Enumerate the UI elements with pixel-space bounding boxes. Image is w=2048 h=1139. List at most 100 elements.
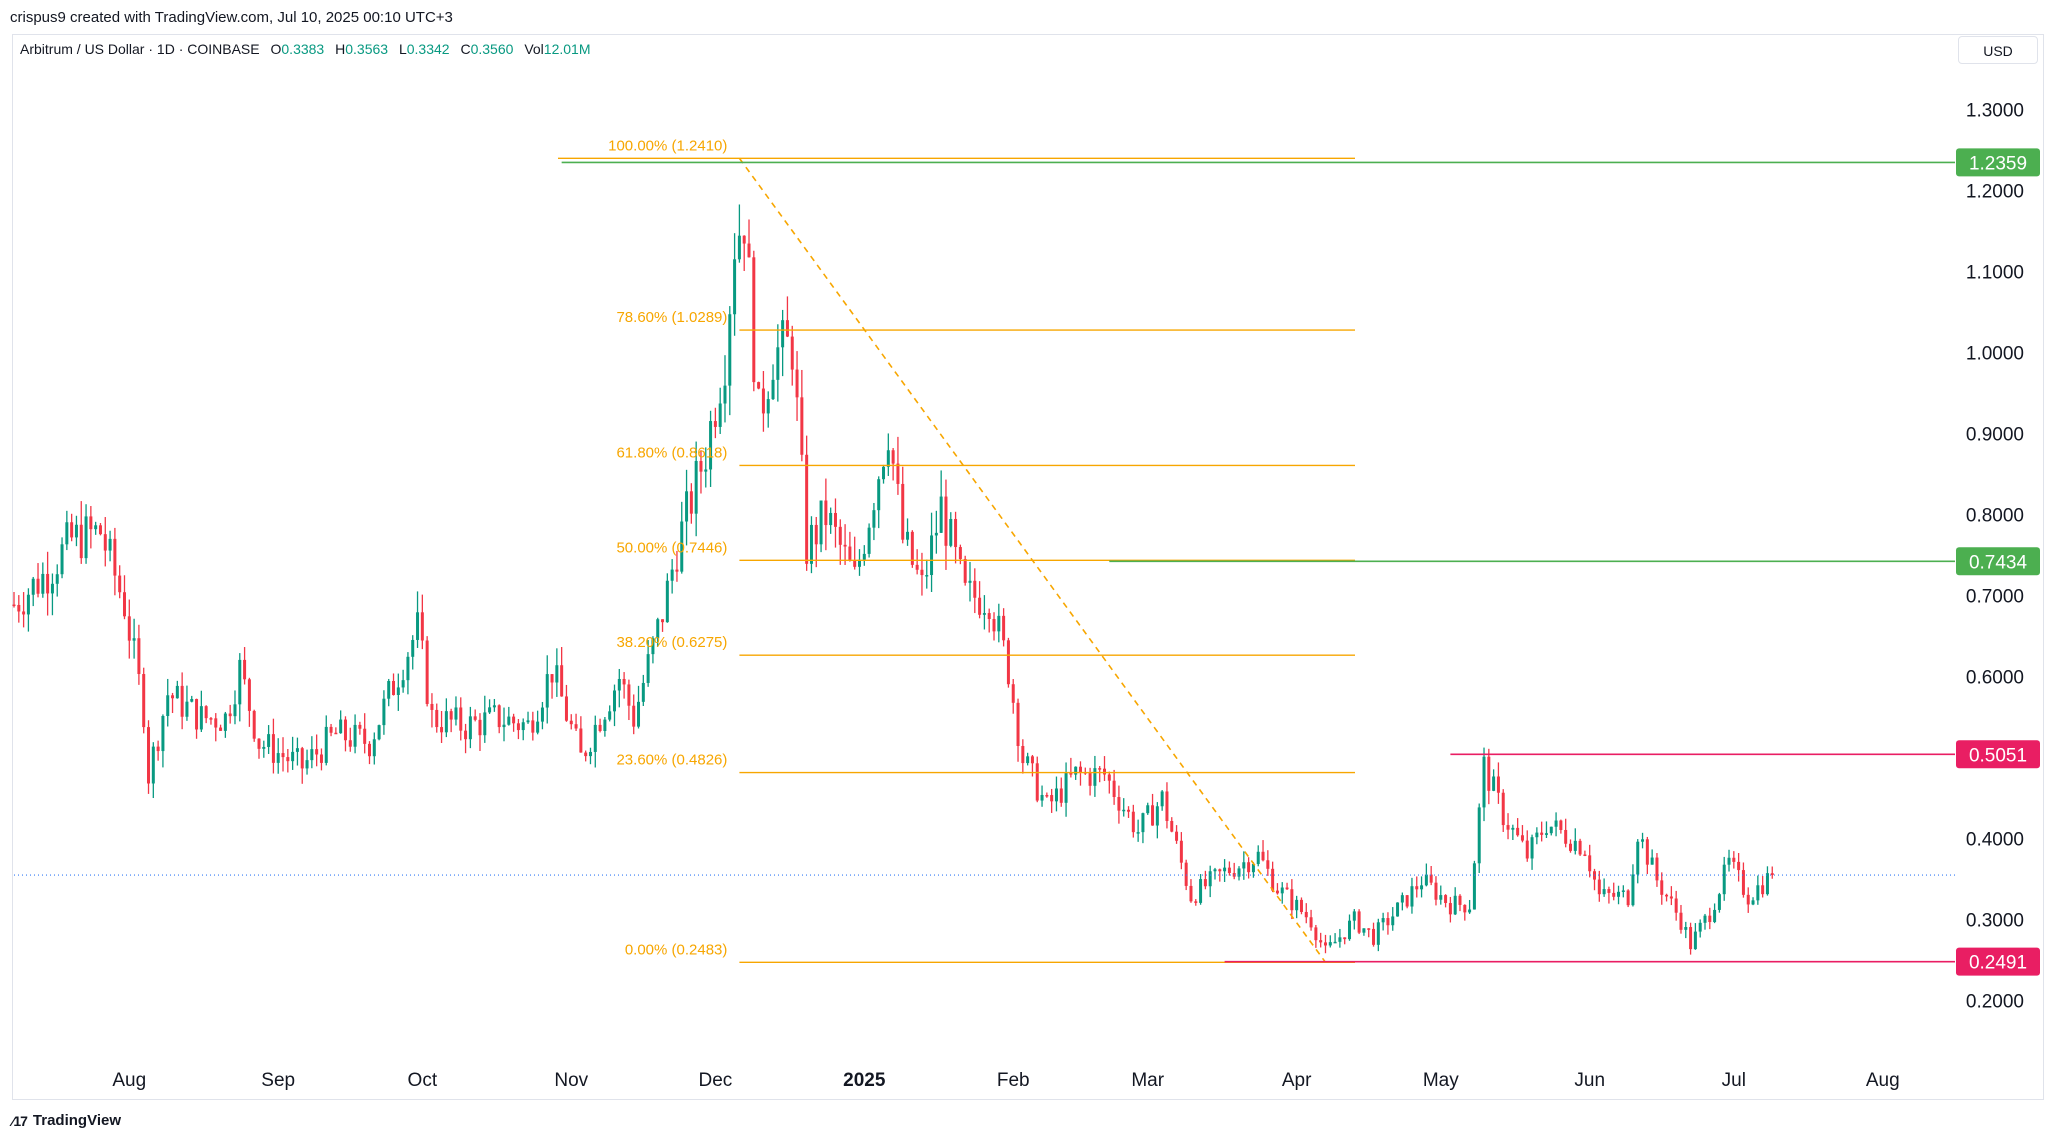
candle-body [502, 724, 506, 728]
candle-body [175, 685, 179, 699]
candle-body [555, 665, 559, 683]
candle-body [1136, 832, 1140, 834]
x-tick-label: Jul [1722, 1070, 1746, 1091]
candle-body [833, 512, 837, 527]
candle-body [1348, 920, 1352, 940]
candle-body [1520, 835, 1524, 841]
candle-body [588, 751, 592, 757]
fib-level-label: 23.60% (0.4826) [616, 752, 727, 769]
candle-body [1333, 941, 1337, 944]
candle-body [305, 760, 309, 769]
candle-body [267, 734, 271, 747]
candle-body [1761, 885, 1765, 895]
candle-body [1722, 864, 1726, 895]
candle-body [1208, 871, 1212, 887]
x-tick-label: May [1423, 1070, 1459, 1091]
tradingview-logo[interactable]: ⁄17 TradingView [12, 1112, 121, 1129]
candle-body [1612, 892, 1616, 897]
candle-body [877, 479, 881, 511]
candle-body [449, 711, 453, 720]
candle-body [1578, 840, 1582, 855]
candle-body [1511, 827, 1515, 830]
candle-body [771, 379, 775, 400]
candle-body [1314, 927, 1318, 941]
candle-body [223, 713, 227, 731]
candle-body [1568, 843, 1572, 851]
candle-body [1468, 909, 1472, 913]
candle-body [1535, 832, 1539, 838]
candle-body [1343, 937, 1347, 940]
candle-body [1050, 795, 1054, 802]
candle-body [564, 696, 568, 721]
candle-body [915, 564, 919, 570]
candle-body [17, 604, 21, 612]
y-tick-label: 0.3000 [1966, 910, 2024, 931]
candle-body [36, 578, 40, 594]
candle-body [1175, 831, 1179, 841]
y-tick-label: 0.8000 [1966, 505, 2024, 526]
low-value: 0.3342 [406, 41, 450, 57]
candle-body [1338, 937, 1342, 942]
candle-body [70, 522, 74, 538]
x-tick-label: Oct [408, 1070, 438, 1091]
candle-body [473, 716, 477, 720]
candle-body [1698, 922, 1702, 932]
candle-body [464, 730, 468, 740]
candle-body [387, 680, 391, 699]
candle-body [247, 679, 251, 711]
candle-body [1391, 916, 1395, 926]
chart-credit: crispus9 created with TradingView.com, J… [10, 9, 453, 26]
candle-body [1016, 702, 1020, 746]
candle-body [761, 388, 765, 414]
candle-body [1650, 857, 1654, 865]
candle-body [800, 397, 804, 455]
candle-body [963, 559, 967, 583]
candle-body [675, 569, 679, 572]
candle-body [1607, 889, 1611, 893]
candle-body [1151, 805, 1155, 826]
candle-body [891, 450, 895, 464]
candle-body [1492, 776, 1496, 791]
candle-body [1122, 809, 1126, 812]
candle-body [1732, 857, 1736, 862]
candle-body [569, 720, 573, 725]
candle-body [1559, 820, 1563, 830]
candle-body [1424, 874, 1428, 886]
candle-body [1770, 873, 1774, 876]
candle-body [824, 500, 828, 526]
candle-body [60, 544, 64, 575]
y-tick-label: 1.1000 [1966, 262, 2024, 283]
candle-body [132, 638, 136, 641]
candle-body [1679, 912, 1683, 930]
candle-body [1189, 885, 1193, 902]
candle-body [1127, 809, 1131, 812]
candle-body [901, 483, 905, 540]
candle-body [814, 524, 818, 545]
candle-body [1251, 864, 1255, 873]
x-tick-label: Nov [554, 1070, 588, 1091]
candle-body [1290, 889, 1294, 911]
price-level-label: 0.5051 [1969, 745, 2027, 766]
candle-body [238, 659, 242, 705]
candle-body [41, 573, 45, 594]
candle-body [656, 619, 660, 639]
candle-body [982, 613, 986, 615]
candle-body [1179, 840, 1183, 863]
candle-body [1362, 928, 1366, 933]
candle-body [997, 615, 1001, 632]
candle-body [1074, 766, 1078, 775]
price-level-badge [1956, 740, 2040, 769]
candle-body [1684, 927, 1688, 930]
candle-body [295, 748, 299, 752]
candle-body [343, 719, 347, 741]
candle-body [1713, 909, 1717, 923]
symbol-legend[interactable]: Arbitrum / US Dollar · 1D · COINBASE O0.… [20, 41, 590, 57]
currency-selector[interactable]: USD [1958, 36, 2038, 64]
candle-body [219, 727, 223, 731]
candle-body [733, 259, 737, 315]
candle-body [1674, 898, 1678, 913]
candle-body [973, 580, 977, 598]
candle-body [1636, 841, 1640, 875]
volume-label: Vol [524, 41, 544, 57]
